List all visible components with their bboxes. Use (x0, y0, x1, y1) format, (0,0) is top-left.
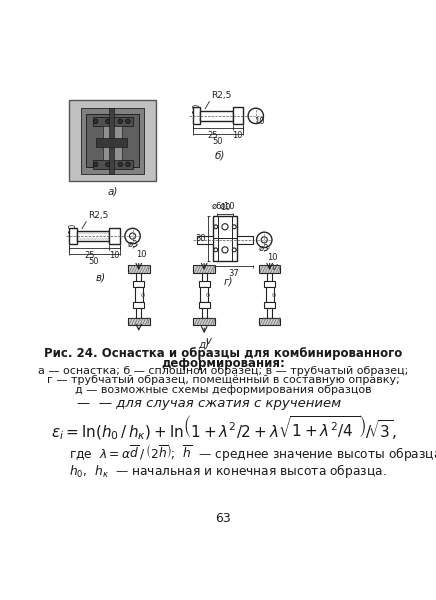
Circle shape (118, 162, 123, 167)
Text: Рис. 24. Оснастка и образцы для комбинированного: Рис. 24. Оснастка и образцы для комбинир… (44, 347, 402, 360)
Text: а — оснастка; б — сплошной образец; в — трубчатый образец;: а — оснастка; б — сплошной образец; в — … (38, 366, 409, 376)
Text: в): в) (95, 272, 106, 282)
Bar (109, 227, 119, 244)
Text: б): б) (215, 151, 225, 161)
Bar (136, 308, 141, 317)
Bar (199, 281, 210, 287)
Bar (201, 287, 208, 302)
Text: R2,5: R2,5 (211, 91, 232, 100)
Text: ø10: ø10 (69, 223, 78, 237)
Bar (193, 107, 201, 124)
Text: 10: 10 (254, 117, 265, 126)
Text: 10: 10 (136, 250, 146, 259)
Circle shape (232, 248, 236, 252)
Bar (259, 317, 280, 325)
Bar (267, 273, 272, 282)
Text: ø10: ø10 (192, 103, 201, 117)
Circle shape (256, 232, 272, 248)
Text: 25: 25 (84, 251, 95, 260)
Circle shape (93, 119, 98, 124)
Text: $\varepsilon_i = \ln\!\left(h_0\,/\,h_\kappa\right) + \ln\!\left(1 + \lambda^2/2: $\varepsilon_i = \ln\!\left(h_0\,/\,h_\k… (51, 414, 396, 442)
Circle shape (106, 162, 110, 167)
Bar (86, 113, 139, 167)
Bar (237, 236, 253, 244)
Text: 25: 25 (208, 131, 218, 140)
Text: 10: 10 (220, 203, 230, 212)
Text: v: v (271, 262, 277, 272)
Circle shape (126, 162, 130, 167)
Text: 50: 50 (89, 257, 99, 266)
Circle shape (214, 225, 218, 229)
Text: 37: 37 (228, 269, 239, 278)
Text: д — возможные схемы деформирования образцов: д — возможные схемы деформирования образ… (75, 385, 372, 395)
Text: 63: 63 (215, 512, 232, 525)
Bar (133, 281, 144, 287)
Circle shape (248, 108, 263, 124)
Bar (264, 302, 275, 308)
Circle shape (106, 119, 110, 124)
Bar (77, 232, 109, 241)
Circle shape (261, 237, 267, 243)
Text: $h_0$,  $h_\kappa$  — начальная и конечная высота образца.: $h_0$, $h_\kappa$ — начальная и конечная… (69, 461, 387, 479)
Bar (92, 116, 133, 126)
Bar (201, 111, 233, 121)
Bar (194, 265, 215, 273)
Bar (136, 273, 141, 282)
Text: г): г) (224, 277, 234, 287)
Text: а): а) (107, 187, 118, 197)
Bar (233, 107, 243, 124)
Text: деформирования:: деформирования: (161, 357, 286, 370)
Text: ø3: ø3 (127, 240, 138, 249)
Circle shape (222, 247, 228, 253)
Circle shape (232, 225, 236, 229)
Circle shape (129, 233, 136, 239)
Circle shape (118, 119, 123, 124)
Bar (109, 108, 114, 173)
Text: v: v (206, 336, 211, 346)
Text: ø10: ø10 (219, 202, 235, 211)
Bar (69, 100, 156, 181)
Bar (202, 273, 207, 282)
Text: 30: 30 (195, 234, 206, 243)
Text: ø3: ø3 (259, 244, 269, 253)
Text: R2,5: R2,5 (88, 211, 108, 220)
Bar (202, 308, 207, 317)
Bar (96, 138, 127, 148)
Bar (92, 160, 133, 169)
Circle shape (93, 162, 98, 167)
Circle shape (125, 229, 140, 244)
Text: 10: 10 (267, 253, 278, 262)
Text: —  — для случая сжатия с кручением: — — для случая сжатия с кручением (77, 397, 341, 410)
Bar (264, 281, 275, 287)
Bar (197, 236, 214, 244)
Bar (128, 265, 150, 273)
Text: 50: 50 (212, 137, 222, 146)
Text: г — трубчатый образец, помещённый в составную оправку;: г — трубчатый образец, помещённый в сост… (47, 376, 400, 385)
Text: o: o (271, 292, 276, 298)
Text: ø6: ø6 (211, 202, 222, 211)
Bar (103, 126, 122, 160)
Bar (259, 265, 280, 273)
Bar (214, 216, 237, 260)
Bar (81, 108, 144, 173)
Circle shape (126, 119, 130, 124)
Text: o: o (140, 292, 145, 298)
Circle shape (222, 224, 228, 230)
Text: o: o (206, 292, 210, 298)
Text: где  $\lambda = \alpha\overline{d}\,/\,\left(2\overline{h}\right)$;  $\overline{: где $\lambda = \alpha\overline{d}\,/\,\l… (69, 442, 436, 463)
Bar (69, 227, 77, 244)
Bar (199, 302, 210, 308)
Text: 10: 10 (109, 251, 119, 260)
Bar (128, 317, 150, 325)
Text: д): д) (199, 340, 210, 350)
Bar (266, 287, 273, 302)
Text: 10: 10 (232, 131, 242, 140)
Bar (267, 308, 272, 317)
Circle shape (214, 248, 218, 252)
Bar (133, 302, 144, 308)
Bar (135, 287, 143, 302)
Bar (194, 317, 215, 325)
